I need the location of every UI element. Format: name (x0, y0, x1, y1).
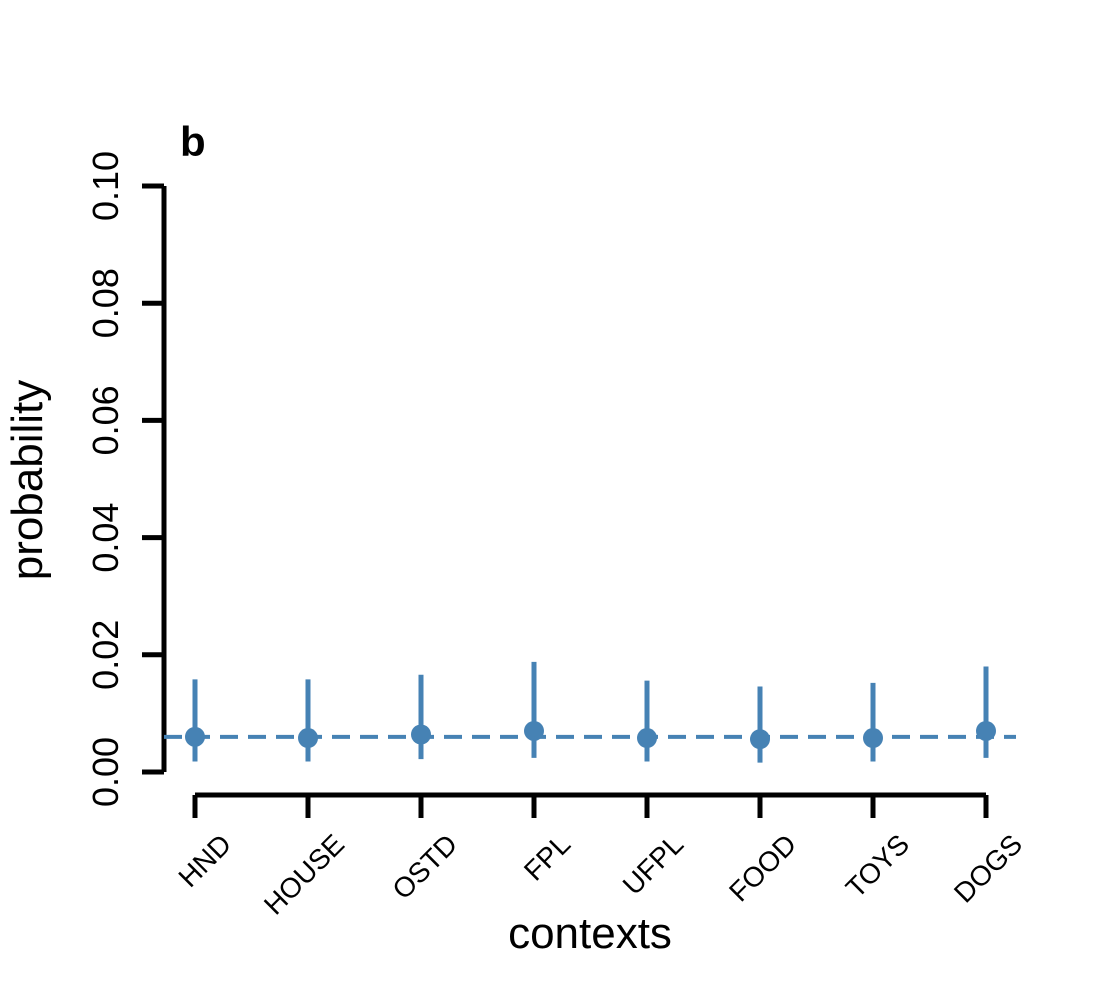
data-point-hnd (185, 726, 205, 747)
y-axis-ticks: 0.00 0.02 0.04 0.06 0.08 0.10 (85, 151, 164, 807)
x-axis-title: contexts (508, 909, 672, 958)
y-tick-label-5: 0.10 (85, 151, 126, 221)
x-tick-label-dogs: DOGS (948, 828, 1028, 908)
data-point-ufpl (637, 728, 657, 749)
y-tick-label-2: 0.04 (85, 503, 126, 573)
data-series (185, 661, 996, 763)
data-point-fpl (524, 720, 544, 741)
data-point-toys (863, 728, 883, 749)
data-point-dogs (976, 720, 996, 741)
x-axis-ticks: HND HOUSE OSTD FPL UFPL FOOD TOYS DOGS (172, 795, 1028, 921)
y-tick-label-4: 0.08 (85, 268, 126, 338)
x-tick-label-toys: TOYS (840, 828, 915, 903)
x-tick-label-hnd: HND (172, 828, 237, 893)
y-tick-label-1: 0.02 (85, 620, 126, 690)
data-point-food (750, 729, 770, 750)
x-tick-label-ufpl: UFPL (617, 828, 690, 901)
data-point-ostd (411, 724, 431, 745)
data-point-house (298, 728, 318, 749)
x-tick-label-ostd: OSTD (386, 828, 463, 905)
x-tick-label-food: FOOD (723, 828, 802, 907)
y-tick-label-0: 0.00 (85, 737, 126, 807)
x-tick-label-house: HOUSE (258, 828, 350, 920)
y-tick-label-3: 0.06 (85, 385, 126, 455)
x-tick-label-fpl: FPL (518, 828, 576, 886)
y-axis-title: probability (3, 380, 52, 581)
panel-label: b (180, 118, 206, 165)
